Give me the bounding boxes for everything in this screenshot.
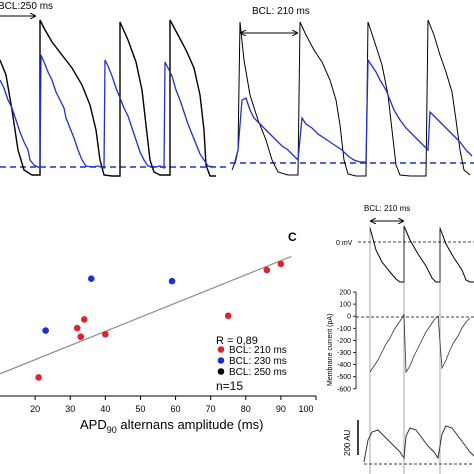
x-tick-label: 90 — [276, 404, 286, 414]
bcl-label: BCL: 210 ms — [364, 204, 410, 213]
legend-label: BCL: 230 ms — [229, 356, 287, 367]
current-tick-label: -300 — [337, 350, 351, 357]
data-point — [73, 324, 81, 332]
panel-a-right: BCL: 210 ms — [230, 6, 474, 177]
legend-marker — [217, 357, 225, 364]
current-tick-label: 0 — [347, 314, 351, 321]
panel-letter: C — [288, 230, 297, 244]
ap-trace — [369, 225, 474, 283]
x-tick-label: 100 — [298, 404, 313, 414]
data-point — [35, 374, 42, 381]
x-ticks: 20 30 40 50 60 70 80 90 100 — [30, 396, 317, 414]
x-tick-label: 20 — [30, 404, 40, 414]
blue-ap-trace — [233, 57, 473, 166]
n-value-label: n=15 — [216, 379, 243, 393]
black-ap-trace — [231, 19, 471, 177]
current-tick-label: -100 — [337, 326, 351, 333]
x-tick-label: 50 — [135, 404, 145, 414]
legend-label: BCL: 210 ms — [229, 345, 287, 356]
legend-label: BCL: 250 ms — [229, 367, 287, 378]
x-tick-label: 30 — [65, 404, 75, 414]
plot-marks — [0, 255, 292, 381]
data-point — [168, 277, 176, 285]
current-tick-label: -200 — [337, 338, 351, 345]
scatter-chart: 20 30 40 50 60 70 80 90 100 APD90 alternans ampl… — [0, 255, 317, 435]
current-tick-label: -400 — [337, 362, 351, 369]
current-tick-label: 200 — [339, 290, 351, 297]
panel-c: C BCL: 210 ms 0 mV 200 100 0 -100 -200 -300 -4… — [288, 204, 474, 474]
x-tick-label: 70 — [206, 404, 216, 414]
current-tick-label: -500 — [337, 374, 351, 381]
data-point — [102, 330, 109, 338]
scale-bar-label: 200 AU — [343, 430, 352, 456]
blue-ap-trace — [0, 54, 215, 170]
panel-a-left: BCL:250 ms — [0, 1, 228, 177]
legend-marker — [217, 368, 225, 375]
bcl-label: BCL: 210 ms — [252, 6, 310, 17]
regression-line — [0, 255, 292, 375]
black-ap-trace — [0, 19, 216, 177]
legend-marker — [217, 346, 225, 353]
data-point — [224, 312, 232, 320]
x-tick-label: 80 — [241, 404, 251, 414]
data-point — [80, 316, 88, 323]
current-trace — [369, 313, 471, 374]
au-trace — [363, 425, 474, 463]
r-value-label: R = 0,89 — [216, 335, 258, 347]
data-point — [87, 275, 95, 282]
data-point — [77, 333, 85, 341]
data-point — [42, 327, 49, 334]
current-tick-label: -600 — [337, 386, 351, 393]
zero-mv-label: 0 mV — [336, 240, 353, 247]
x-tick-label: 40 — [100, 404, 110, 414]
x-tick-label: 60 — [171, 404, 181, 414]
bcl-label: BCL:250 ms — [0, 1, 53, 12]
x-axis-title: APD90 alternans amplitude (ms) — [80, 417, 263, 435]
current-tick-label: 100 — [339, 302, 351, 309]
current-axis-title: Membrane current (pA) — [327, 314, 334, 386]
data-point — [263, 266, 271, 274]
data-point — [277, 260, 285, 268]
current-ticks: 200 100 0 -100 -200 -300 -400 -500 -600 — [337, 290, 356, 393]
